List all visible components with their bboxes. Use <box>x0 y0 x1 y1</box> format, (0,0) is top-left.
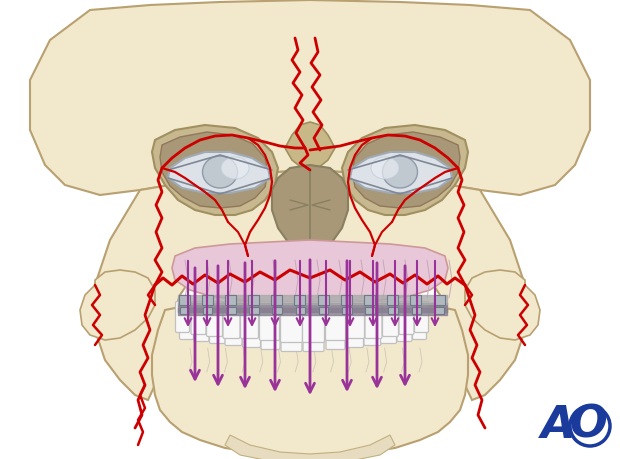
FancyBboxPatch shape <box>180 307 189 314</box>
Polygon shape <box>352 132 460 208</box>
FancyBboxPatch shape <box>397 310 412 341</box>
Polygon shape <box>285 122 335 170</box>
FancyBboxPatch shape <box>399 302 414 335</box>
FancyBboxPatch shape <box>271 295 282 304</box>
FancyBboxPatch shape <box>387 295 398 304</box>
FancyBboxPatch shape <box>317 295 329 304</box>
FancyBboxPatch shape <box>381 310 397 343</box>
Text: A: A <box>541 403 575 447</box>
FancyBboxPatch shape <box>415 302 428 332</box>
Polygon shape <box>272 165 348 252</box>
FancyBboxPatch shape <box>303 310 324 352</box>
Polygon shape <box>152 125 278 215</box>
FancyBboxPatch shape <box>191 302 206 335</box>
Polygon shape <box>342 125 468 215</box>
FancyBboxPatch shape <box>241 302 259 338</box>
FancyBboxPatch shape <box>347 302 365 338</box>
Ellipse shape <box>383 156 417 188</box>
FancyBboxPatch shape <box>326 302 345 341</box>
FancyBboxPatch shape <box>280 302 303 342</box>
Ellipse shape <box>371 157 399 179</box>
FancyBboxPatch shape <box>180 310 193 340</box>
FancyBboxPatch shape <box>226 307 236 314</box>
Polygon shape <box>172 240 448 303</box>
Polygon shape <box>302 242 318 260</box>
FancyBboxPatch shape <box>364 295 375 304</box>
FancyBboxPatch shape <box>281 310 302 352</box>
Polygon shape <box>168 152 270 193</box>
Polygon shape <box>152 299 468 455</box>
FancyBboxPatch shape <box>294 295 306 304</box>
FancyBboxPatch shape <box>242 310 260 347</box>
Polygon shape <box>160 132 268 208</box>
FancyBboxPatch shape <box>341 295 352 304</box>
FancyBboxPatch shape <box>345 310 363 347</box>
FancyBboxPatch shape <box>365 302 382 338</box>
FancyBboxPatch shape <box>410 295 422 304</box>
FancyBboxPatch shape <box>383 302 399 336</box>
Ellipse shape <box>221 157 249 179</box>
FancyBboxPatch shape <box>179 295 190 304</box>
Ellipse shape <box>203 156 237 188</box>
FancyBboxPatch shape <box>412 307 421 314</box>
FancyBboxPatch shape <box>342 307 352 314</box>
FancyBboxPatch shape <box>223 302 240 338</box>
Polygon shape <box>80 270 155 340</box>
Polygon shape <box>95 170 525 400</box>
FancyBboxPatch shape <box>364 310 381 346</box>
FancyBboxPatch shape <box>326 310 345 349</box>
Polygon shape <box>350 152 452 193</box>
Polygon shape <box>225 435 395 459</box>
FancyBboxPatch shape <box>433 295 445 304</box>
Polygon shape <box>30 0 590 195</box>
FancyBboxPatch shape <box>248 295 259 304</box>
FancyBboxPatch shape <box>412 310 427 340</box>
FancyBboxPatch shape <box>260 302 280 341</box>
FancyBboxPatch shape <box>261 310 280 349</box>
FancyBboxPatch shape <box>435 307 445 314</box>
FancyBboxPatch shape <box>225 310 242 346</box>
FancyBboxPatch shape <box>296 307 305 314</box>
FancyBboxPatch shape <box>249 307 259 314</box>
FancyBboxPatch shape <box>203 307 213 314</box>
Text: O: O <box>569 403 607 447</box>
FancyBboxPatch shape <box>365 307 374 314</box>
FancyBboxPatch shape <box>303 302 324 342</box>
FancyBboxPatch shape <box>210 310 226 343</box>
FancyBboxPatch shape <box>175 302 190 332</box>
Polygon shape <box>465 270 540 340</box>
FancyBboxPatch shape <box>206 302 223 336</box>
FancyBboxPatch shape <box>194 310 209 341</box>
FancyBboxPatch shape <box>272 307 282 314</box>
FancyBboxPatch shape <box>319 307 329 314</box>
FancyBboxPatch shape <box>225 295 236 304</box>
FancyBboxPatch shape <box>202 295 213 304</box>
FancyBboxPatch shape <box>388 307 398 314</box>
